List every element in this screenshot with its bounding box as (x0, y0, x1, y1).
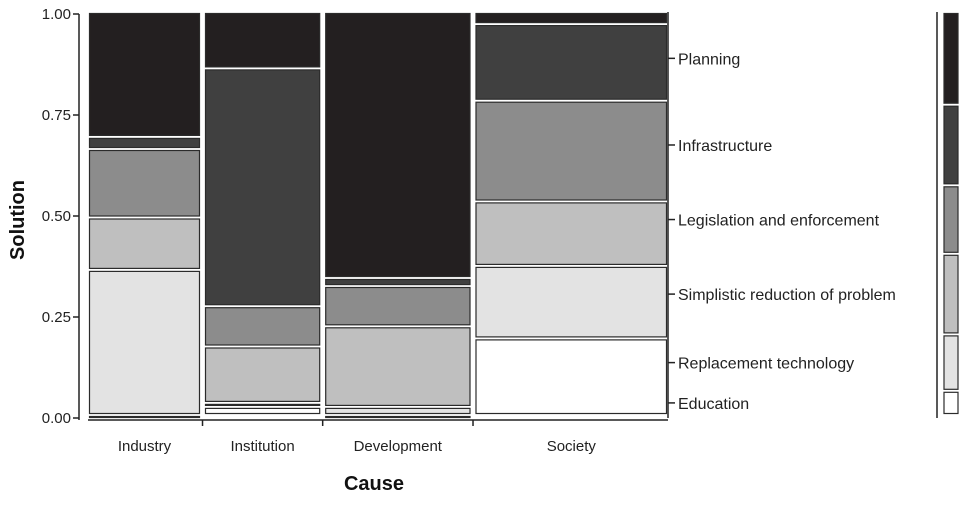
tile-society-education (475, 339, 668, 415)
marginal-tile-legislation-and-enforcement (943, 186, 959, 253)
tile-institution-planning (204, 12, 321, 68)
right-axis-label: Replacement technology (678, 356, 854, 373)
marginal-tile-planning (943, 12, 959, 104)
ticks: Industry Institution Development Society 0.0… (42, 6, 597, 455)
y-tick-label: 0.50 (42, 208, 71, 225)
tile-industry-simplistic-reduction-of-problem (88, 218, 201, 270)
tile-development-planning (325, 12, 471, 278)
x-tick-label-development: Development (354, 438, 443, 455)
tile-development-simplistic-reduction-of-problem (325, 327, 471, 406)
tile-society-planning (475, 12, 668, 24)
y-tick-label: 1.00 (42, 6, 71, 23)
marginal-tile-simplistic-reduction-of-problem (943, 254, 959, 334)
mosaic-tiles (88, 12, 668, 419)
right-axis-label: Education (678, 396, 749, 413)
tile-development-education (325, 415, 471, 419)
marginal-tile-education (943, 391, 959, 415)
tile-industry-legislation-and-enforcement (88, 149, 201, 217)
axes (78, 14, 668, 421)
right-axis-label: Legislation and enforcement (678, 213, 880, 230)
right-axis: Education Replacement technology Simplisti… (667, 12, 896, 418)
tile-society-infrastructure (475, 25, 668, 100)
tile-society-legislation-and-enforcement (475, 101, 668, 201)
tile-institution-infrastructure (204, 69, 321, 306)
right-axis-label: Infrastructure (678, 138, 772, 155)
y-tick-label: 0.00 (42, 410, 71, 427)
tile-society-simplistic-reduction-of-problem (475, 202, 668, 265)
tile-society-replacement-technology (475, 266, 668, 338)
y-axis-title: Solution (7, 180, 29, 260)
marginal-tile-infrastructure (943, 105, 959, 185)
marginal-bar (936, 12, 959, 418)
tile-development-replacement-technology (325, 407, 471, 415)
tile-institution-education (204, 407, 321, 415)
x-tick-label-society: Society (547, 438, 597, 455)
x-tick-label-industry: Industry (118, 438, 172, 455)
y-tick-label: 0.25 (42, 309, 71, 326)
tile-development-infrastructure (325, 278, 471, 286)
right-axis-label: Planning (678, 51, 740, 68)
x-tick-label-institution: Institution (230, 438, 294, 455)
tile-industry-replacement-technology (88, 270, 201, 415)
y-tick-label: 0.75 (42, 107, 71, 124)
tile-industry-infrastructure (88, 137, 201, 149)
tile-development-legislation-and-enforcement (325, 286, 471, 326)
marginal-tile-replacement-technology (943, 335, 959, 390)
tile-industry-education (88, 415, 201, 419)
right-axis-label: Simplistic reduction of problem (678, 287, 896, 304)
tile-industry-planning (88, 12, 201, 137)
tile-institution-replacement-technology (204, 403, 321, 406)
tile-institution-legislation-and-enforcement (204, 307, 321, 346)
tile-institution-simplistic-reduction-of-problem (204, 347, 321, 403)
x-axis-title: Cause (344, 473, 404, 495)
